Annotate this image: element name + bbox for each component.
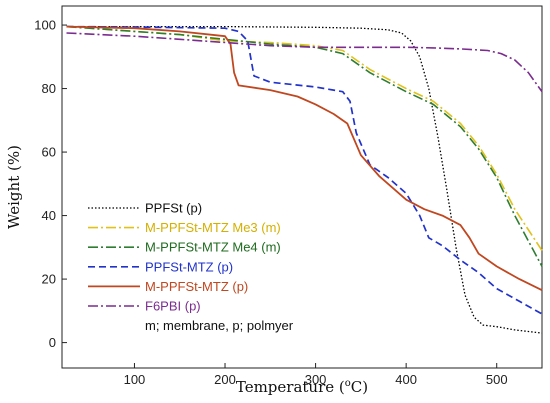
plot-area (61, 5, 543, 369)
series-line-5 (66, 32, 543, 93)
legend-label-0: PPFSt (p) (145, 201, 202, 216)
x-tick-label: 400 (395, 372, 417, 387)
y-tick-label: 80 (42, 81, 56, 96)
series-line-4 (66, 25, 543, 292)
legend-note: m; membrane, p; polmyer (145, 318, 294, 333)
x-axis-label-end: C) (351, 378, 368, 396)
y-axis-label: Weight (%) (5, 145, 23, 229)
axes-ticks: 100 200 300 400 500 0 20 40 60 80 100 (34, 18, 507, 387)
y-tick-label: 40 (42, 208, 56, 223)
series-line-2 (66, 25, 543, 267)
legend-label-1: M-PPFSt-MTZ Me3 (m) (145, 220, 281, 235)
x-axis-label-sup: o (345, 378, 351, 389)
legend-label-5: F6PBI (p) (145, 299, 201, 314)
y-tick-label: 20 (42, 272, 56, 287)
x-tick-label: 100 (124, 372, 146, 387)
legend-label-4: M-PPFSt-MTZ (p) (145, 279, 248, 294)
plot-frame (61, 5, 543, 369)
x-tick-label: 500 (486, 372, 508, 387)
x-axis-label: Temperature (oC) (236, 378, 368, 396)
series-line-0 (66, 25, 543, 334)
legend-label-2: M-PPFSt-MTZ Me4 (m) (145, 240, 281, 255)
x-tick-label: 200 (214, 372, 236, 387)
series-line-3 (66, 25, 543, 315)
y-tick-label: 60 (42, 145, 56, 160)
x-tick-label: 300 (305, 372, 327, 387)
y-tick-label: 100 (34, 18, 56, 33)
y-tick-label: 0 (49, 335, 56, 350)
x-axis-label-main: Temperature ( (236, 378, 345, 396)
legend-label-3: PPFSt-MTZ (p) (145, 259, 233, 274)
legend: PPFSt (p) M-PPFSt-MTZ Me3 (m) M-PPFSt-MTZ … (88, 201, 294, 333)
